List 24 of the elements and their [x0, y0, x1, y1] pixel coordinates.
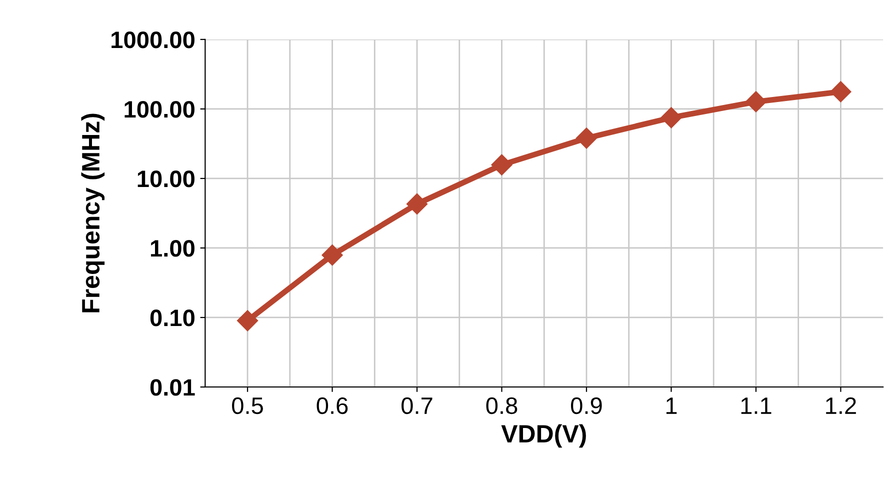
x-tick-label: 0.6	[316, 397, 348, 414]
y-tick-label: 1.00	[150, 240, 194, 257]
x-tick-label: 0.7	[402, 397, 432, 414]
y-tick-label: 10.00	[138, 170, 194, 188]
y-axis-title: Frequency (MHz)	[81, 114, 105, 312]
x-axis-title: VDD(V)	[501, 424, 586, 448]
point	[660, 107, 682, 128]
point	[406, 193, 428, 214]
x-tick-label: 1.2	[826, 397, 856, 414]
point	[745, 91, 766, 112]
x-tick-label: 1.1	[741, 398, 772, 414]
y-tick-label: 0.01	[150, 379, 195, 396]
x-tick-label: 0.5	[232, 397, 263, 414]
point	[576, 128, 598, 149]
y-tick-label: 0.10	[150, 310, 194, 326]
point	[491, 154, 512, 176]
x-tick-label: 0.9	[571, 397, 602, 414]
x-tick-label: 0.8	[486, 397, 518, 414]
point	[237, 310, 258, 332]
y-tick-label: 100.00	[124, 101, 194, 118]
y-tick-label: 1000.00	[112, 32, 194, 48]
point	[830, 81, 852, 102]
x-tick-label: 1	[666, 398, 677, 414]
point	[322, 244, 343, 266]
